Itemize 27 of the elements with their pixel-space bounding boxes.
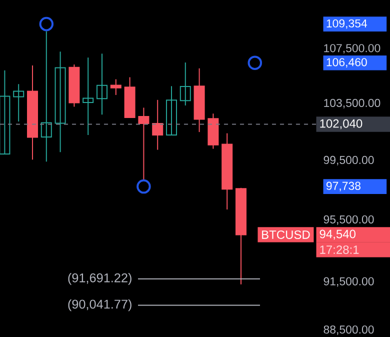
candlestick <box>166 86 177 136</box>
y-tick-label: 99,500.00 <box>324 156 374 166</box>
point <box>248 56 262 70</box>
candlestick <box>82 57 94 136</box>
y-tick-label: 103,500.00 <box>324 98 380 108</box>
y-tick-label: 109,354 <box>326 19 368 29</box>
y-tick-label: 88,500.00 <box>324 325 374 335</box>
ref-line-label: 102,040 <box>320 119 362 130</box>
y-tick-label: 95,500.00 <box>324 215 374 225</box>
text: 17:28:1 <box>320 245 359 254</box>
point <box>39 16 54 32</box>
y-tick-label: 97,738 <box>326 182 360 192</box>
y-tick-label: 91,500.00 <box>324 277 374 287</box>
candlestick <box>96 53 108 116</box>
candlestick <box>54 51 66 153</box>
y-tick-label: 106,460 <box>326 58 367 68</box>
candlestick <box>0 70 10 154</box>
candlestick <box>110 78 122 96</box>
candlestick <box>13 84 24 122</box>
y-tick-label: 107,500.00 <box>324 44 380 54</box>
text: 94,540 <box>320 230 356 240</box>
candlestick <box>152 99 164 150</box>
text: BTCUSD <box>262 230 310 239</box>
candlestick <box>180 62 191 106</box>
point <box>136 179 151 194</box>
ref-line-label: (90,041.77) <box>68 299 132 312</box>
ref-line-label: (91,691.22) <box>68 273 132 285</box>
